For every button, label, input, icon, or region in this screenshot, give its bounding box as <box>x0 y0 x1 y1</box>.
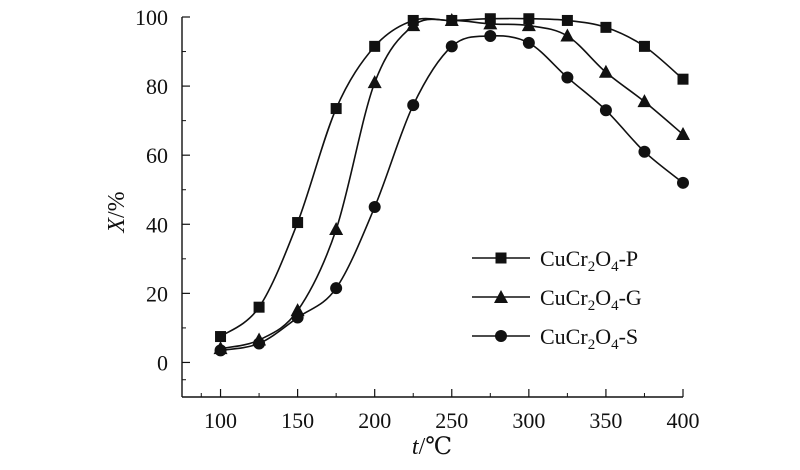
legend-label-g: CuCr2O4-G <box>540 285 642 314</box>
legend-marker-triangle <box>494 290 508 303</box>
legend-marker-circle <box>495 330 507 342</box>
data-point-circle <box>445 40 458 53</box>
data-point-square <box>369 40 381 52</box>
data-point-circle <box>407 99 420 112</box>
data-point-circle <box>214 344 227 357</box>
data-point-circle <box>522 36 535 49</box>
data-point-triangle <box>637 94 652 108</box>
y-tick-label: 100 <box>135 5 168 30</box>
data-point-circle <box>677 176 689 189</box>
data-point-circle <box>484 30 497 42</box>
data-point-circle <box>638 145 651 158</box>
data-point-triangle <box>329 221 344 235</box>
y-tick-label: 80 <box>146 74 168 99</box>
data-point-square <box>292 217 304 229</box>
x-tick-label: 150 <box>281 408 314 433</box>
data-point-square <box>638 40 650 52</box>
x-axis-label: t/℃ <box>412 434 452 460</box>
y-tick-label: 60 <box>146 143 168 168</box>
x-tick-label: 400 <box>667 408 700 433</box>
legend: CuCr2O4-P CuCr2O4-G CuCr2O4-S <box>472 246 642 353</box>
legend-item-p: CuCr2O4-P <box>472 246 638 275</box>
legend-marker-square <box>495 252 507 264</box>
data-point-triangle <box>598 64 613 78</box>
data-point-triangle <box>406 18 421 32</box>
x-axis-ticks: 100 150 200 250 300 350 400 <box>200 389 700 433</box>
data-point-circle <box>330 282 343 295</box>
data-point-square <box>561 14 573 26</box>
x-tick-label: 250 <box>435 408 468 433</box>
legend-label-p: CuCr2O4-P <box>540 246 638 275</box>
y-tick-label: 0 <box>157 350 168 375</box>
series-p <box>215 13 689 343</box>
x-tick-label: 100 <box>204 408 237 433</box>
legend-label-s: CuCr2O4-S <box>540 324 638 353</box>
data-point-square <box>215 331 227 343</box>
axes <box>181 17 683 398</box>
data-point-square <box>330 103 342 115</box>
y-axis-ticks: 0 20 40 60 80 100 <box>135 5 190 381</box>
data-point-circle <box>599 104 612 117</box>
legend-item-s: CuCr2O4-S <box>472 324 638 353</box>
y-tick-label: 20 <box>146 281 168 306</box>
data-point-triangle <box>521 18 536 32</box>
data-point-triangle <box>367 75 382 89</box>
y-axis-label: X/% <box>104 191 130 233</box>
legend-item-g: CuCr2O4-G <box>472 285 642 314</box>
data-point-square <box>600 21 612 33</box>
data-point-circle <box>291 311 304 324</box>
x-tick-label: 300 <box>512 408 545 433</box>
data-point-triangle <box>444 12 459 26</box>
y-tick-label: 40 <box>146 212 168 237</box>
data-point-triangle <box>483 16 498 30</box>
data-point-square <box>253 301 265 313</box>
x-tick-label: 200 <box>358 408 391 433</box>
data-point-triangle <box>560 28 575 42</box>
series-line-p <box>220 17 684 338</box>
data-point-circle <box>368 201 381 213</box>
x-tick-label: 350 <box>589 408 622 433</box>
data-point-circle <box>561 71 574 84</box>
data-point-triangle <box>676 126 690 140</box>
data-point-square <box>677 73 689 85</box>
series-s <box>214 30 689 357</box>
series-layer <box>213 12 690 357</box>
data-point-circle <box>253 337 266 350</box>
